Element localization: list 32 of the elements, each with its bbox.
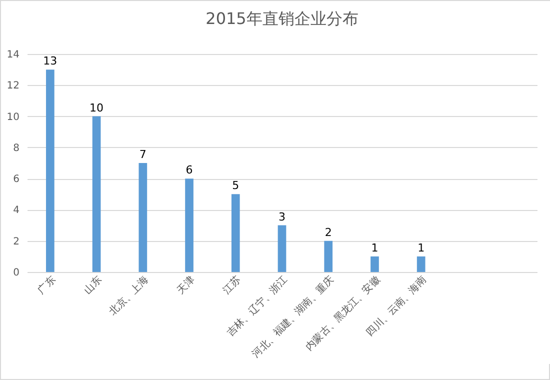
bar [370, 256, 379, 272]
data-label: 2 [324, 226, 332, 239]
bar [278, 225, 286, 272]
bar [231, 194, 240, 272]
bar [46, 70, 54, 272]
data-label: 5 [232, 179, 240, 192]
data-label: 7 [139, 148, 146, 161]
data-label: 13 [43, 54, 58, 68]
y-tick-label: 2 [13, 236, 20, 248]
data-label: 10 [90, 101, 104, 114]
y-tick-label: 8 [13, 142, 20, 154]
x-tick-label: 山东 [82, 274, 104, 296]
bar [416, 256, 426, 272]
data-label: 3 [278, 210, 286, 224]
y-tick-label: 14 [6, 50, 20, 60]
x-tick-label: 广东 [35, 274, 58, 296]
x-tick-label: 江苏 [220, 274, 244, 296]
bar [92, 116, 101, 272]
data-label: 6 [186, 164, 193, 177]
bar [185, 178, 194, 272]
bar [138, 163, 148, 272]
y-tick-label: 10 [6, 112, 20, 123]
y-tick-label: 4 [13, 205, 20, 216]
y-tick-label: 0 [13, 268, 20, 278]
y-tick-label: 12 [6, 80, 20, 92]
chart-title: 2015年直销企业分布 [206, 9, 358, 28]
x-tick-label: 北京、上海 [106, 274, 151, 318]
x-tick-label: 天津 [174, 274, 198, 296]
data-label: 1 [371, 241, 378, 254]
data-label: 1 [418, 241, 425, 254]
y-tick-label: 6 [13, 174, 20, 186]
bar [324, 240, 333, 272]
